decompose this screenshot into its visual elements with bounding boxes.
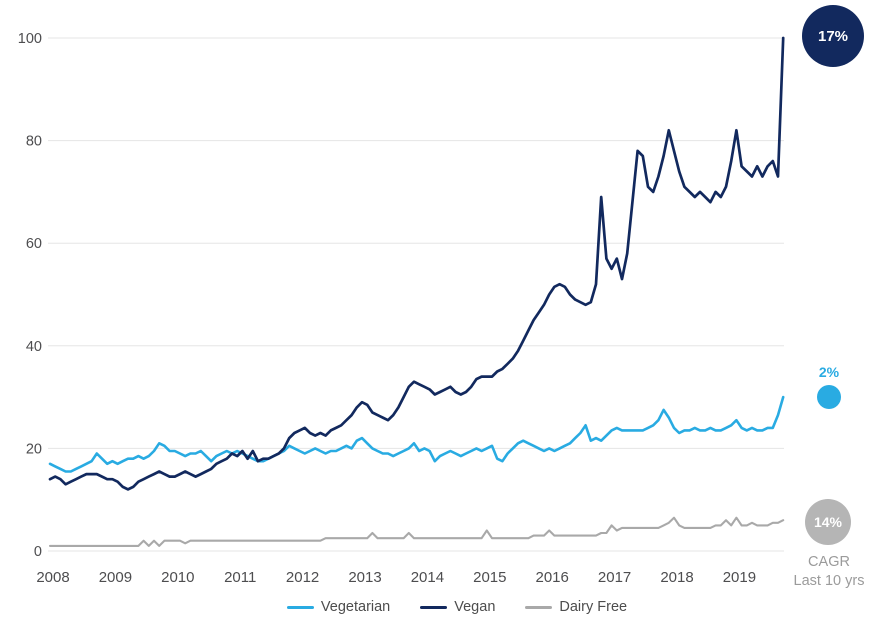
cagr-label: CAGR — [808, 554, 850, 570]
x-tick-2011: 2011 — [224, 569, 256, 586]
legend-label-vegan: Vegan — [454, 599, 496, 615]
cagr-badge-vegetarian: 2% — [807, 363, 851, 409]
cagr-sublabel: Last 10 yrs — [793, 573, 865, 589]
x-tick-2010: 2010 — [161, 569, 194, 586]
cagr-badge-vegan: 17% — [802, 5, 864, 67]
line-vegan — [48, 36, 785, 491]
legend-item-vegan: Vegan — [420, 599, 495, 615]
y-tick-60: 60 — [26, 236, 42, 252]
x-tick-2018: 2018 — [660, 569, 693, 586]
x-tick-2009: 2009 — [99, 569, 132, 586]
x-tick-2015: 2015 — [473, 569, 506, 586]
legend-item-vegetarian: Vegetarian — [286, 599, 391, 615]
legend-item-dairy-free: Dairy Free — [525, 599, 627, 615]
legend-swatch-dairy-free — [525, 605, 553, 609]
cagr-badge-dairy-free: 14% — [805, 499, 851, 545]
cagr-value-vegetarian: 2% — [818, 364, 840, 380]
x-tick-2008: 2008 — [36, 569, 69, 586]
x-tick-2019: 2019 — [723, 569, 756, 586]
line-dairy-free — [48, 516, 785, 547]
line-vegetarian — [48, 395, 785, 473]
x-tick-2014: 2014 — [411, 569, 444, 586]
y-tick-100: 100 — [18, 31, 42, 47]
chart-legend: Vegetarian Vegan Dairy Free — [22, 599, 870, 615]
y-tick-20: 20 — [26, 441, 42, 457]
x-tick-2017: 2017 — [598, 569, 631, 586]
x-tick-2013: 2013 — [348, 569, 381, 586]
y-tick-0: 0 — [34, 544, 42, 560]
legend-label-dairy-free: Dairy Free — [559, 599, 628, 615]
legend-swatch-vegan — [420, 605, 448, 609]
x-tick-2012: 2012 — [286, 569, 319, 586]
vegetarian-dot-icon — [817, 385, 841, 409]
cagr-caption: CAGR Last 10 yrs — [788, 553, 870, 591]
x-tick-2016: 2016 — [536, 569, 569, 586]
legend-swatch-vegetarian — [286, 605, 314, 609]
y-tick-80: 80 — [26, 134, 42, 150]
y-tick-40: 40 — [26, 339, 42, 355]
legend-label-vegetarian: Vegetarian — [320, 599, 391, 615]
